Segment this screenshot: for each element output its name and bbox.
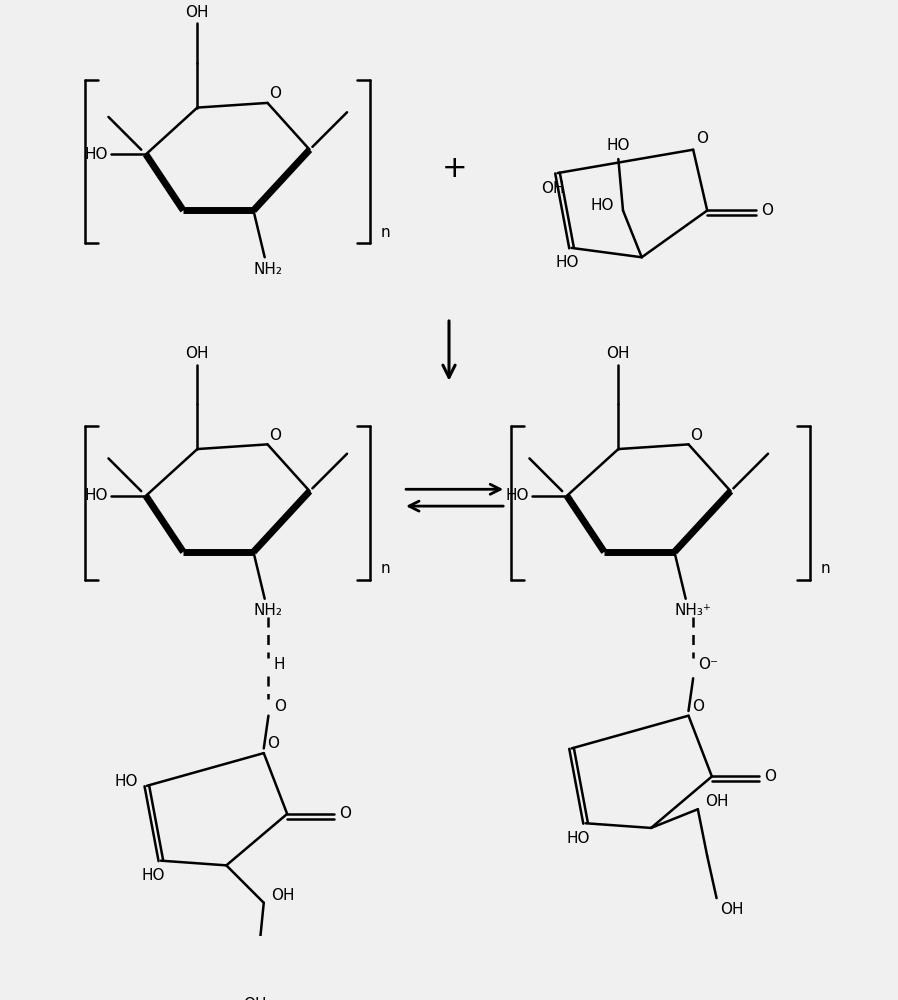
- Text: O: O: [762, 203, 773, 218]
- Text: NH₂: NH₂: [254, 262, 283, 277]
- Text: HO: HO: [555, 255, 578, 270]
- Text: HO: HO: [591, 198, 614, 213]
- Text: O: O: [269, 428, 281, 443]
- Text: n: n: [820, 561, 830, 576]
- Text: O: O: [339, 806, 351, 821]
- Text: O: O: [274, 699, 286, 714]
- Text: n: n: [381, 225, 391, 240]
- Text: n: n: [381, 561, 391, 576]
- Text: H: H: [274, 657, 286, 672]
- Text: O: O: [764, 769, 776, 784]
- Text: HO: HO: [506, 488, 529, 503]
- Text: OH: OH: [541, 181, 565, 196]
- Text: OH: OH: [606, 346, 630, 361]
- Text: OH: OH: [705, 794, 728, 809]
- Text: O: O: [690, 428, 702, 443]
- Text: HO: HO: [84, 488, 108, 503]
- Text: HO: HO: [606, 138, 630, 153]
- Text: O: O: [691, 699, 704, 714]
- Text: O: O: [697, 131, 709, 146]
- Text: NH₂: NH₂: [254, 603, 283, 618]
- Text: OH: OH: [242, 997, 266, 1000]
- Text: OH: OH: [186, 346, 209, 361]
- Text: O⁻: O⁻: [698, 657, 718, 672]
- Text: OH: OH: [270, 888, 295, 903]
- Text: OH: OH: [186, 5, 209, 20]
- Text: +: +: [442, 154, 468, 183]
- Text: OH: OH: [720, 902, 744, 917]
- Text: HO: HO: [115, 774, 138, 789]
- Text: O: O: [269, 86, 281, 101]
- Text: O: O: [267, 736, 279, 751]
- Text: NH₃⁺: NH₃⁺: [674, 603, 711, 618]
- Text: HO: HO: [567, 831, 590, 846]
- Text: HO: HO: [142, 868, 165, 883]
- Text: HO: HO: [84, 147, 108, 162]
